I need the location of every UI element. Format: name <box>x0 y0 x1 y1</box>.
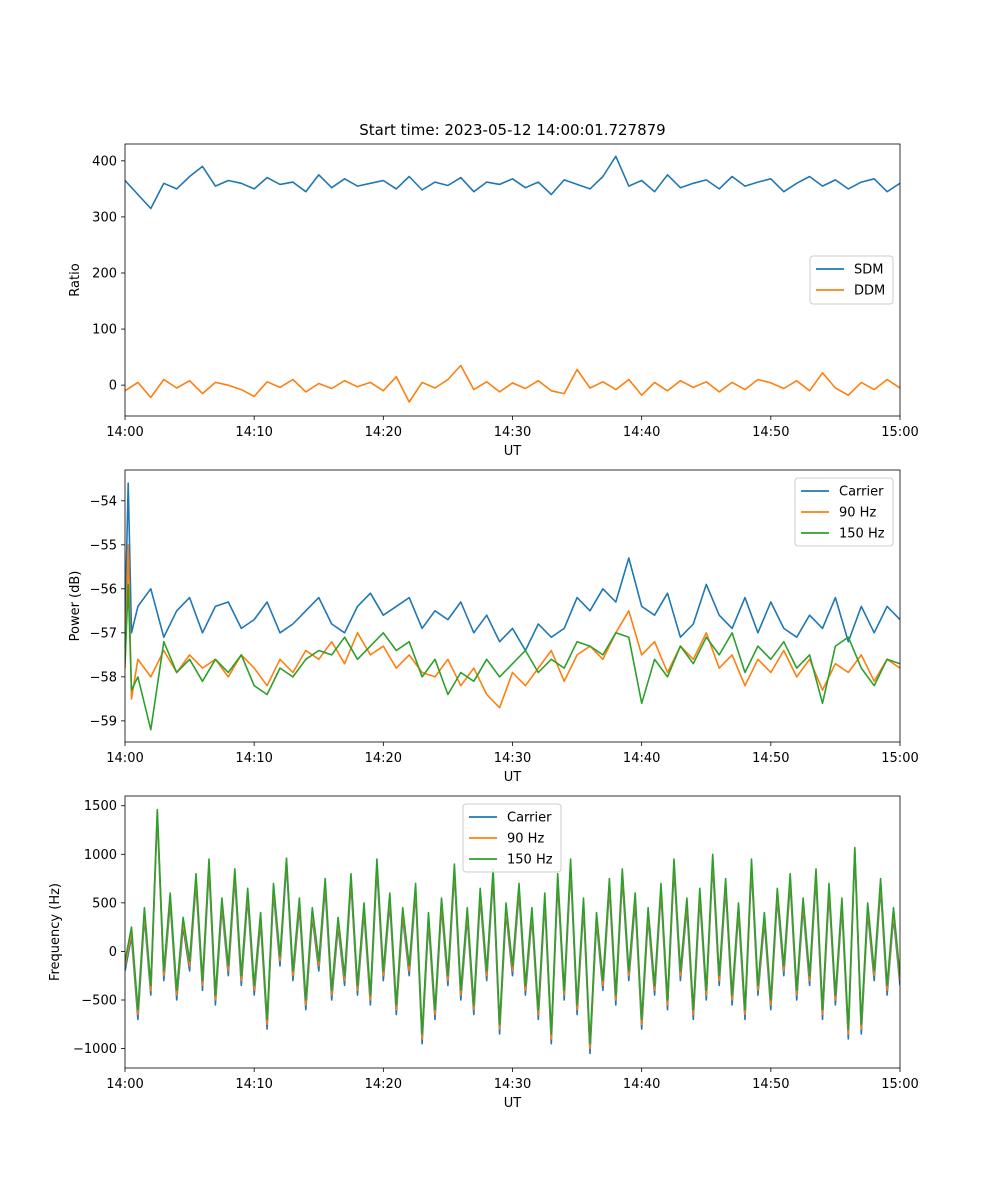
legend-label: SDM <box>854 263 883 278</box>
series-line-90-hz <box>125 811 900 1050</box>
legend-label: Carrier <box>507 811 552 826</box>
x-tick-label: 14:20 <box>365 751 402 766</box>
x-tick-label: 14:50 <box>752 751 789 766</box>
y-tick-label: 500 <box>92 896 117 911</box>
figure-title: Start time: 2023-05-12 14:00:01.727879 <box>359 121 665 139</box>
x-tick-label: 15:00 <box>881 1077 918 1092</box>
series-group <box>125 482 900 731</box>
y-tick-label: −58 <box>90 670 117 685</box>
legend-box <box>794 477 894 547</box>
y-tick-label: 400 <box>92 154 117 169</box>
y-tick-label: −500 <box>81 994 117 1009</box>
x-tick-label: 14:50 <box>752 1077 789 1092</box>
series-line-150-hz <box>125 583 900 731</box>
x-tick-label: 14:00 <box>106 425 143 440</box>
x-tick-label: 14:40 <box>623 1077 660 1092</box>
x-tick-label: 14:20 <box>365 1077 402 1092</box>
x-tick-label: 14:10 <box>235 425 272 440</box>
y-tick-label: −54 <box>90 494 117 509</box>
legend-box <box>462 803 562 873</box>
x-tick-label: 14:30 <box>494 1077 531 1092</box>
y-tick-label: 200 <box>92 266 117 281</box>
series-line-carrier <box>125 814 900 1055</box>
chart-panel-1: 14:00 14:10 14:20 14:30 14:40 14:50 15:00 0 100 2… <box>68 143 919 459</box>
series-line-150-hz <box>125 808 900 1045</box>
y-axis-label: Ratio <box>68 263 83 296</box>
legend: Carrier 90 Hz 150 Hz <box>794 477 894 547</box>
legend-label: DDM <box>854 284 885 299</box>
y-tick-label: 1000 <box>84 848 117 863</box>
series-group <box>125 808 900 1055</box>
y-axis-label: Power (dB) <box>68 571 83 642</box>
legend-label: 90 Hz <box>839 506 876 521</box>
x-axis-label: UT <box>504 444 522 459</box>
x-tick-label: 14:00 <box>106 751 143 766</box>
series-line-ddm <box>125 364 900 403</box>
chart-panel-3: 14:00 14:10 14:20 14:30 14:40 14:50 15:00 −1000… <box>48 795 919 1111</box>
x-tick-label: 14:30 <box>494 425 531 440</box>
y-tick-label: −57 <box>90 626 117 641</box>
x-tick-label: 14:20 <box>365 425 402 440</box>
y-tick-label: 0 <box>109 379 117 394</box>
y-tick-label: −59 <box>90 714 117 729</box>
legend-label: Carrier <box>839 485 884 500</box>
series-line-sdm <box>125 155 900 210</box>
legend-label: 90 Hz <box>507 832 544 847</box>
legend-label: 150 Hz <box>507 853 553 868</box>
series-line-90-hz <box>125 543 900 709</box>
y-tick-label: −55 <box>90 538 117 553</box>
y-tick-label: −1000 <box>73 1042 117 1057</box>
y-tick-label: 0 <box>109 945 117 960</box>
x-tick-label: 14:50 <box>752 425 789 440</box>
y-tick-label: −56 <box>90 582 117 597</box>
panels: 14:00 14:10 14:20 14:30 14:40 14:50 15:00 0 100 2… <box>48 143 919 1111</box>
chart-panel-2: 14:00 14:10 14:20 14:30 14:40 14:50 15:00 −59 −5… <box>68 469 919 785</box>
x-tick-label: 14:40 <box>623 751 660 766</box>
y-tick-label: 100 <box>92 323 117 338</box>
x-axis-label: UT <box>504 770 522 785</box>
series-group <box>125 155 900 403</box>
x-tick-label: 15:00 <box>881 751 918 766</box>
y-axis-label: Frequency (Hz) <box>48 883 63 981</box>
legend: Carrier 90 Hz 150 Hz <box>462 803 562 873</box>
x-tick-label: 14:10 <box>235 751 272 766</box>
y-tick-label: 1500 <box>84 799 117 814</box>
y-tick-label: 300 <box>92 210 117 225</box>
x-axis-label: UT <box>504 1096 522 1111</box>
legend-label: 150 Hz <box>839 527 885 542</box>
series-line-carrier <box>125 482 900 652</box>
x-tick-label: 14:00 <box>106 1077 143 1092</box>
x-tick-label: 14:40 <box>623 425 660 440</box>
legend: SDM DDM <box>809 255 894 305</box>
x-tick-label: 14:10 <box>235 1077 272 1092</box>
x-tick-label: 14:30 <box>494 751 531 766</box>
x-tick-label: 15:00 <box>881 425 918 440</box>
legend-box <box>809 255 894 305</box>
